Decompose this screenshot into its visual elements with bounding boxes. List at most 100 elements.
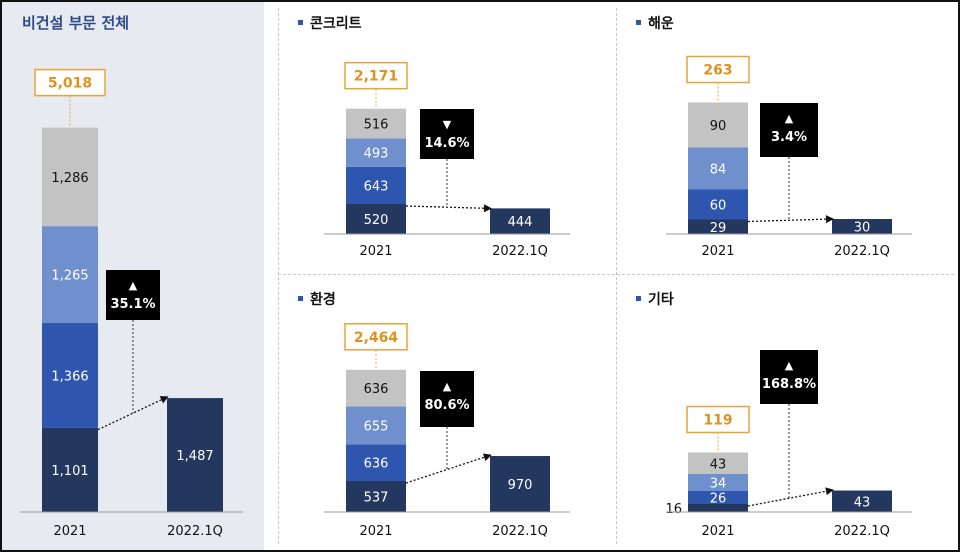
bar-segment-2021: [346, 369, 406, 407]
bar-2022-1q: [490, 456, 550, 512]
panel-divider-horizontal: [278, 274, 954, 275]
segment-value-label: 643: [364, 179, 389, 194]
bar-2022-1q: [832, 219, 892, 234]
bar-2022-1q-value: 970: [508, 478, 533, 493]
total-box: [686, 55, 750, 84]
category-label-2022-1q: 2022.1Q: [834, 524, 890, 539]
category-label-2021: 2021: [359, 524, 392, 539]
segment-value-label: 636: [364, 382, 389, 397]
bar-segment-2021: [346, 481, 406, 512]
chart-title: 기타: [648, 292, 674, 308]
total-box: [344, 323, 408, 351]
bar-segment-2021: [346, 203, 406, 234]
segment-value-label: 16: [665, 502, 682, 517]
segment-value-label: 520: [364, 213, 389, 228]
bar-segment-2021: [688, 189, 748, 220]
segment-value-label: 1,265: [51, 269, 88, 284]
bar-segment-2021: [346, 166, 406, 204]
bar-2022-1q-value: 30: [854, 221, 871, 236]
chart-title: 환경: [310, 291, 336, 308]
bar-segment-2021: [346, 406, 406, 445]
total-box: [34, 68, 106, 97]
change-direction-icon: ▲: [443, 380, 452, 393]
bar-segment-2021: [688, 491, 748, 504]
bar-2022-1q-value: 43: [854, 495, 871, 510]
segment-value-label: 537: [364, 491, 389, 506]
segment-value-label: 516: [364, 118, 389, 133]
change-percent: 35.1%: [110, 297, 155, 312]
total-value: 2,171: [354, 69, 398, 85]
segment-value-label: 1,286: [51, 171, 88, 186]
total-value: 2,464: [354, 330, 399, 346]
bar-segment-2021: [42, 323, 98, 428]
change-badge: [760, 350, 818, 404]
bar-segment-2021: [42, 226, 98, 324]
bar-segment-2021: [346, 108, 406, 139]
change-percent: 168.8%: [762, 377, 816, 392]
category-label-2022-1q: 2022.1Q: [834, 244, 890, 259]
title-bullet-icon: [636, 20, 641, 25]
change-badge: [420, 371, 474, 427]
total-value: 5,018: [48, 76, 92, 92]
title-bullet-icon: [298, 296, 303, 301]
arrowhead-icon: [482, 453, 492, 462]
segment-value-label: 655: [364, 419, 389, 434]
arrowhead-icon: [825, 487, 834, 496]
bar-segment-2021: [688, 147, 748, 190]
panel-divider-1: [278, 8, 279, 544]
category-label-2021: 2021: [53, 524, 86, 539]
segment-value-label: 493: [364, 147, 389, 162]
category-label-2022-1q: 2022.1Q: [492, 524, 548, 539]
change-percent: 14.6%: [424, 136, 469, 151]
change-direction-icon: ▲: [129, 279, 138, 292]
bar-segment-2021: [688, 102, 748, 148]
panel-divider-2: [616, 8, 617, 544]
bar-segment-2021: [42, 427, 98, 512]
category-label-2022-1q: 2022.1Q: [492, 244, 548, 259]
bar-segment-2021: [688, 474, 748, 491]
change-arrow-line: [747, 218, 831, 223]
bar-segment-2021: [688, 504, 748, 512]
total-value: 263: [703, 63, 732, 79]
bar-2022-1q-value: 1,487: [176, 449, 213, 464]
change-arrow-line: [747, 489, 831, 507]
category-label-2022-1q: 2022.1Q: [167, 524, 223, 539]
segment-value-label: 90: [710, 119, 727, 134]
title-bullet-icon: [298, 20, 303, 25]
chart-title: 비건설 부문 전체: [22, 14, 129, 32]
change-badge: [760, 103, 818, 157]
bar-2022-1q: [832, 490, 892, 512]
arrowhead-icon: [483, 204, 492, 213]
arrowhead-icon: [159, 396, 169, 404]
change-percent: 3.4%: [771, 130, 807, 145]
segment-value-label: 26: [710, 492, 727, 507]
bar-segment-2021: [346, 444, 406, 482]
total-box: [686, 405, 750, 434]
segment-value-label: 29: [710, 221, 727, 236]
bar-2022-1q: [490, 208, 550, 234]
bar-segment-2021: [346, 138, 406, 167]
category-label-2021: 2021: [701, 524, 734, 539]
category-label-2021: 2021: [359, 244, 392, 259]
segment-value-label: 1,366: [51, 369, 88, 384]
change-badge: [420, 109, 474, 159]
change-percent: 80.6%: [424, 398, 469, 413]
bar-segment-2021: [42, 127, 98, 227]
bar-segment-2021: [688, 452, 748, 474]
bar-2022-1q-value: 444: [508, 215, 533, 230]
change-arrow-line: [97, 397, 166, 431]
change-direction-icon: ▲: [785, 112, 794, 125]
bar-segment-2021: [688, 219, 748, 234]
bar-2022-1q: [167, 398, 223, 512]
chart-title: 해운: [648, 16, 674, 32]
arrowhead-icon: [825, 215, 834, 224]
segment-value-label: 43: [710, 457, 727, 472]
segment-value-label: 636: [364, 457, 389, 472]
title-bullet-icon: [636, 296, 641, 301]
chart-title: 콘크리트: [310, 16, 362, 32]
segment-value-label: 1,101: [51, 464, 88, 479]
segment-value-label: 34: [710, 477, 727, 492]
change-direction-icon: ▲: [785, 359, 794, 372]
